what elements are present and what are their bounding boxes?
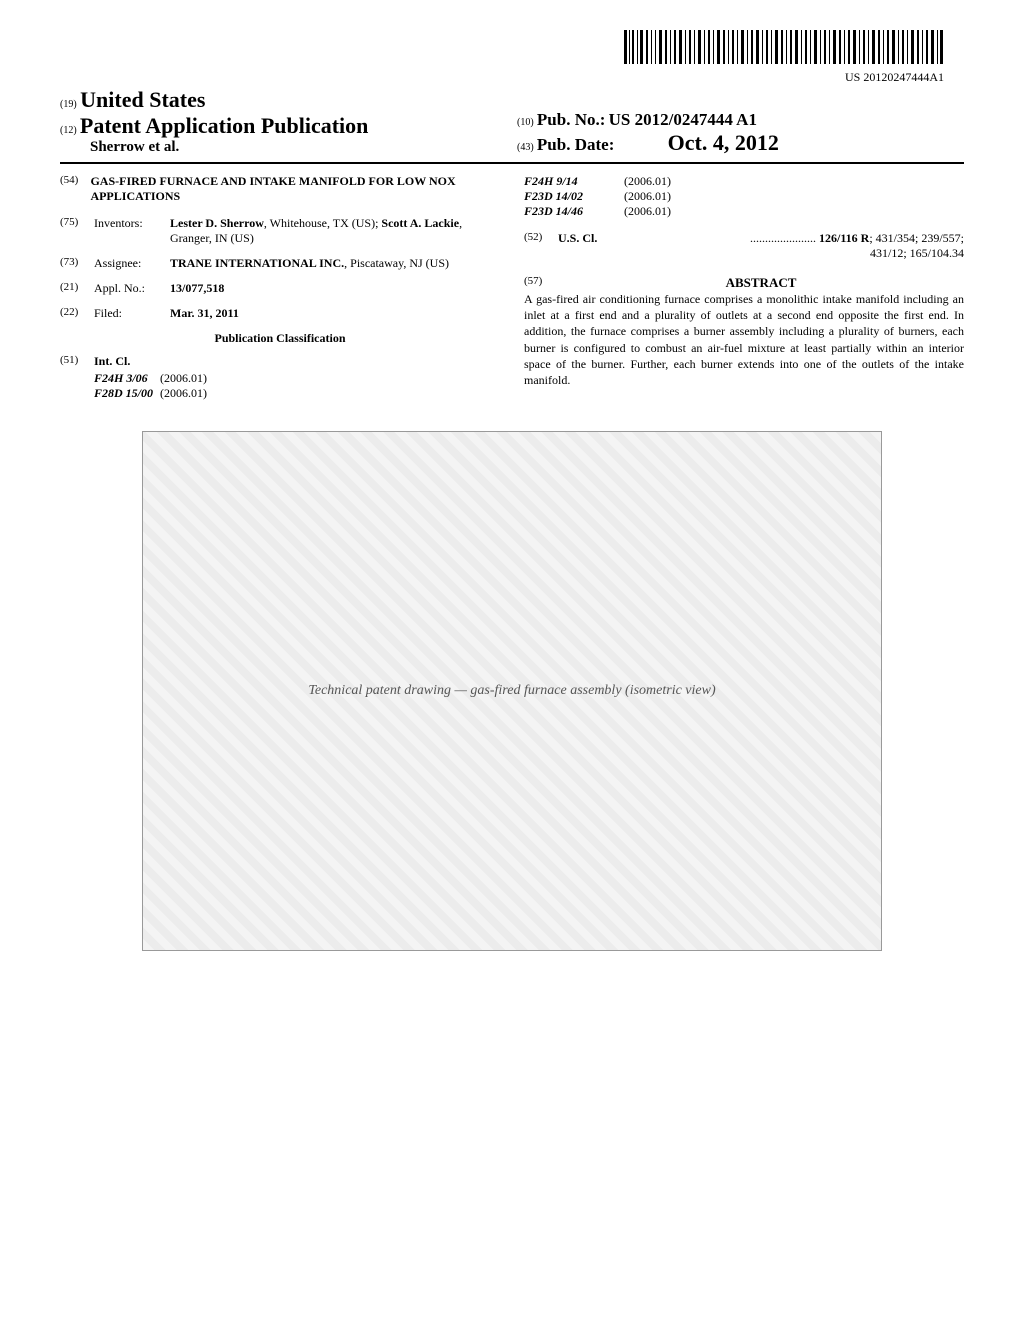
header-left: (19) United States (12) Patent Applicati… — [60, 87, 507, 156]
applno-row: (21) Appl. No.: 13/077,518 — [60, 281, 500, 296]
inventor-1-suffix: , Whitehouse, TX (US); — [264, 216, 382, 230]
assignee-row: (73) Assignee: TRANE INTERNATIONAL INC.,… — [60, 256, 500, 271]
applno-num: (21) — [60, 281, 94, 296]
uscl-primary: 126/116 R — [819, 231, 869, 245]
pub-type-prefix: (12) — [60, 125, 77, 136]
intcl-code: F24H 3/06 — [60, 371, 160, 386]
barcode-region: US 20120247444A1 — [60, 30, 964, 85]
filed-value: Mar. 31, 2011 — [170, 306, 500, 321]
pub-date-line: (43) Pub. Date: Oct. 4, 2012 — [517, 130, 964, 156]
patent-figure: Technical patent drawing — gas-fired fur… — [142, 431, 882, 951]
header-right: (10) Pub. No.: US 2012/0247444 A1 (43) P… — [507, 110, 964, 156]
title-num: (54) — [60, 174, 90, 204]
assignee-label: Assignee: — [94, 256, 170, 271]
uscl-row: (52) U.S. Cl. ...................... 126… — [524, 231, 964, 261]
assignee-name: TRANE INTERNATIONAL INC. — [170, 256, 344, 270]
intcl-code: F23D 14/02 — [524, 189, 624, 204]
pub-date-label: Pub. Date: — [537, 135, 614, 154]
uscl-line-1: U.S. Cl. ...................... 126/116 … — [558, 231, 964, 246]
country-name: United States — [80, 87, 205, 112]
intcl-label: Int. Cl. — [94, 354, 170, 369]
filed-num: (22) — [60, 306, 94, 321]
pub-no-prefix: (10) — [517, 117, 534, 128]
uscl-num: (52) — [524, 231, 558, 261]
intcl-year: (2006.01) — [624, 204, 671, 219]
abstract-header: ABSTRACT — [558, 275, 964, 291]
intcl-code: F24H 9/14 — [524, 174, 624, 189]
figure-caption: Technical patent drawing — gas-fired fur… — [308, 683, 715, 699]
right-column: F24H 9/14 (2006.01) F23D 14/02 (2006.01)… — [524, 174, 964, 401]
filed-row: (22) Filed: Mar. 31, 2011 — [60, 306, 500, 321]
intcl-year: (2006.01) — [160, 386, 207, 401]
pub-date-value: Oct. 4, 2012 — [618, 130, 779, 155]
inventors-num: (75) — [60, 216, 94, 246]
pub-no-label: Pub. No.: — [537, 110, 605, 129]
pub-class-header: Publication Classification — [60, 331, 500, 346]
inventor-2-name: Scott A. Lackie — [381, 216, 459, 230]
assignee-suffix: , Piscataway, NJ (US) — [344, 256, 449, 270]
pub-date-prefix: (43) — [517, 142, 534, 153]
abstract-text: A gas-fired air conditioning furnace com… — [524, 291, 964, 388]
inventors-value: Lester D. Sherrow, Whitehouse, TX (US); … — [170, 216, 500, 246]
left-column: (54) GAS-FIRED FURNACE AND INTAKE MANIFO… — [60, 174, 500, 401]
inventors-row: (75) Inventors: Lester D. Sherrow, White… — [60, 216, 500, 246]
pub-no-value: US 2012/0247444 A1 — [609, 110, 757, 129]
barcode-label: US 20120247444A1 — [845, 70, 944, 85]
pub-type-line: (12) Patent Application Publication — [60, 113, 507, 139]
pub-type: Patent Application Publication — [80, 113, 368, 138]
pub-no-line: (10) Pub. No.: US 2012/0247444 A1 — [517, 110, 964, 130]
assignee-num: (73) — [60, 256, 94, 271]
header: (19) United States (12) Patent Applicati… — [60, 87, 964, 164]
intcl-row: (51) Int. Cl. — [60, 354, 500, 369]
figure-area: Technical patent drawing — gas-fired fur… — [60, 431, 964, 951]
authors: Sherrow et al. — [60, 139, 507, 156]
intcl-item-2: F24H 9/14 (2006.01) — [524, 174, 964, 189]
assignee-value: TRANE INTERNATIONAL INC., Piscataway, NJ… — [170, 256, 500, 271]
intcl-code: F23D 14/46 — [524, 204, 624, 219]
intcl-item-3: F23D 14/02 (2006.01) — [524, 189, 964, 204]
intcl-year: (2006.01) — [624, 189, 671, 204]
inventor-1-name: Lester D. Sherrow — [170, 216, 264, 230]
applno-value: 13/077,518 — [170, 281, 500, 296]
country-line: (19) United States — [60, 87, 507, 113]
uscl-dots: ...................... — [750, 231, 819, 245]
intcl-year: (2006.01) — [624, 174, 671, 189]
intcl-item-1: F28D 15/00 (2006.01) — [60, 386, 500, 401]
applno-label: Appl. No.: — [94, 281, 170, 296]
intcl-code: F28D 15/00 — [60, 386, 160, 401]
inventors-label: Inventors: — [94, 216, 170, 246]
country-prefix: (19) — [60, 99, 77, 110]
intcl-item-4: F23D 14/46 (2006.01) — [524, 204, 964, 219]
title-block: (54) GAS-FIRED FURNACE AND INTAKE MANIFO… — [60, 174, 500, 204]
uscl-rest-partial: ; 431/354; 239/557; — [869, 231, 964, 245]
filed-label: Filed: — [94, 306, 170, 321]
uscl-line-2: 431/12; 165/104.34 — [558, 246, 964, 261]
uscl-body: U.S. Cl. ...................... 126/116 … — [558, 231, 964, 261]
abstract-header-row: (57) ABSTRACT — [524, 275, 964, 291]
bibliographic-columns: (54) GAS-FIRED FURNACE AND INTAKE MANIFO… — [60, 174, 964, 401]
title-text: GAS-FIRED FURNACE AND INTAKE MANIFOLD FO… — [90, 174, 500, 204]
barcode-icon — [624, 30, 944, 64]
intcl-item-0: F24H 3/06 (2006.01) — [60, 371, 500, 386]
intcl-num: (51) — [60, 354, 94, 369]
abstract-num: (57) — [524, 275, 558, 291]
intcl-year: (2006.01) — [160, 371, 207, 386]
uscl-label: U.S. Cl. — [558, 231, 597, 246]
